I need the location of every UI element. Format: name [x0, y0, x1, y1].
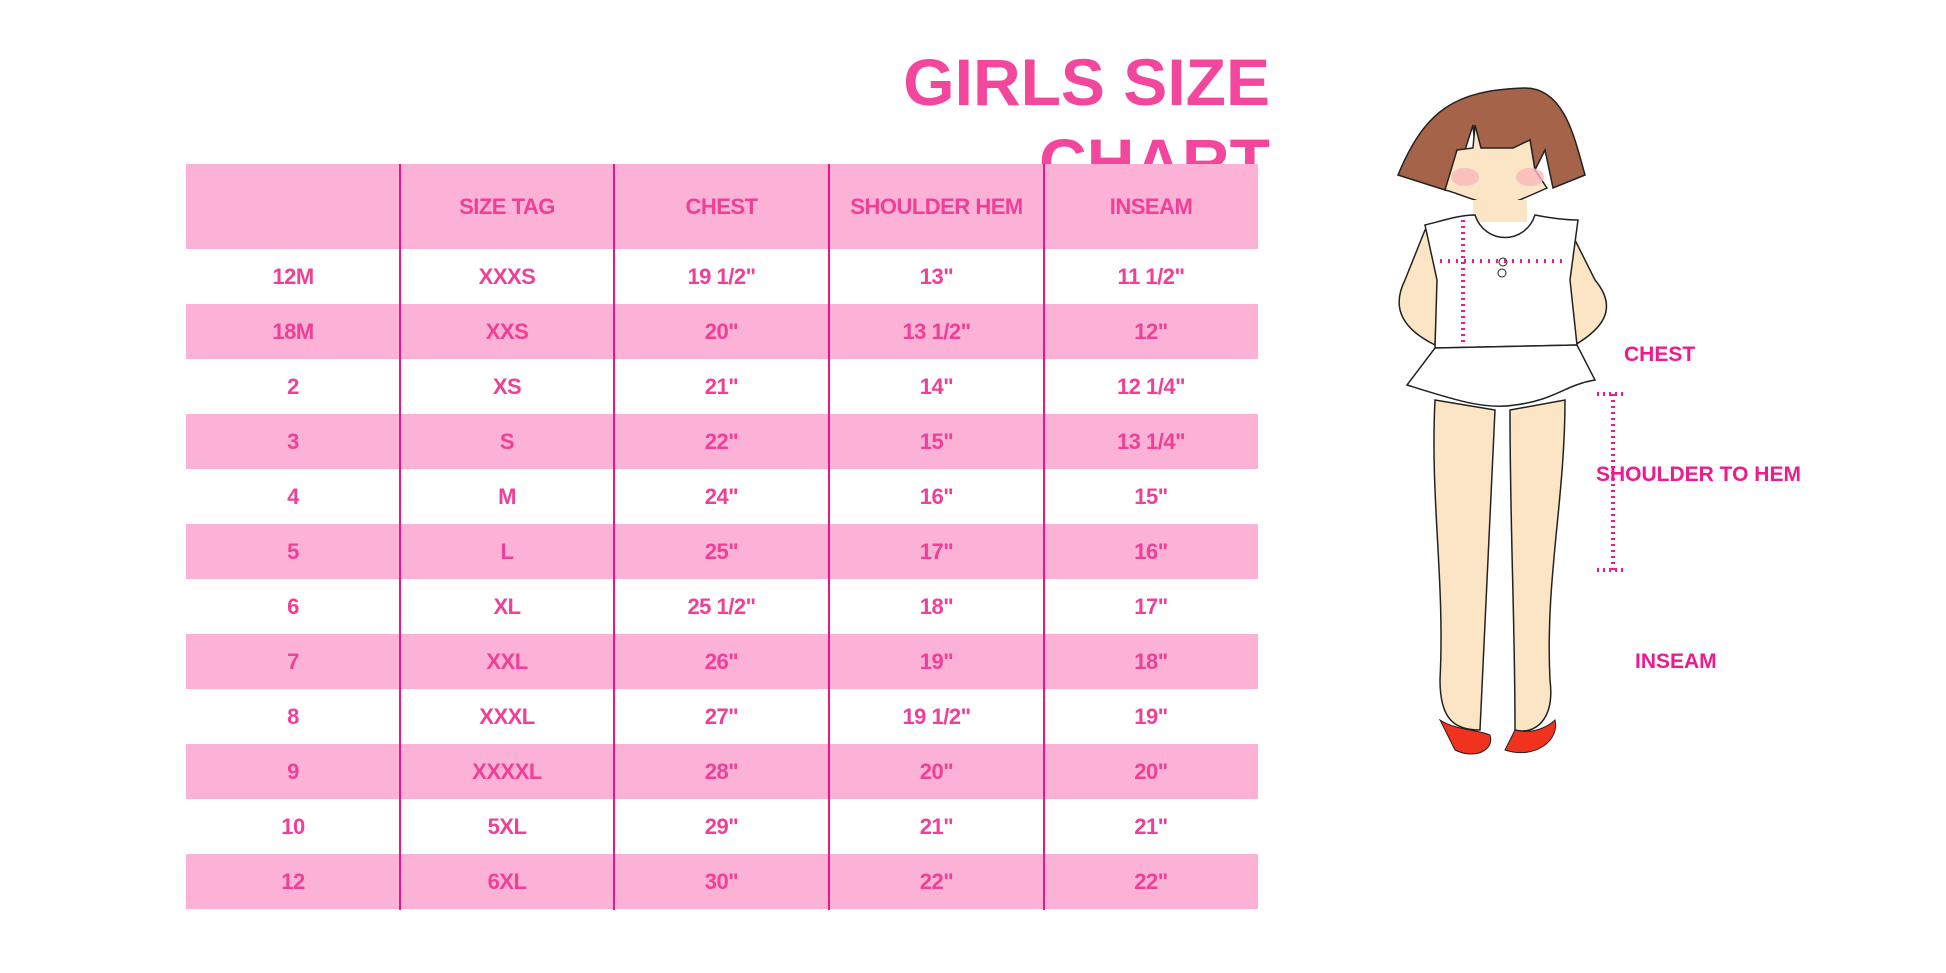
shoulder-to-hem-label: SHOULDER TO HEM [1596, 463, 1801, 486]
table-cell: 8 [287, 703, 299, 729]
header-cell: SHOULDER HEM [850, 193, 1023, 219]
table-cell: 18M [272, 318, 314, 344]
table-cell: 5XL [487, 813, 527, 839]
table-cell: 20" [704, 318, 739, 344]
header-row: SIZE TAG CHEST SHOULDER HEM INSEAM [186, 164, 1258, 249]
table-cell: 18" [1134, 648, 1168, 674]
table-cell: XS [492, 373, 522, 399]
table-cell: 4 [287, 483, 299, 509]
table-cell: 12 [281, 868, 305, 894]
chest-label: CHEST [1624, 343, 1696, 366]
table-cell: 17" [1134, 593, 1168, 619]
table-cell: 12M [272, 263, 314, 289]
table-cell: 19 1/2" [902, 703, 971, 729]
table-cell: 12" [1134, 318, 1168, 344]
table-cell: XXXS [478, 263, 536, 289]
inseam-label: INSEAM [1635, 650, 1717, 673]
table-cell: 26" [704, 648, 739, 674]
table-row: 12 6XL 30" 22" 22" [186, 854, 1258, 909]
table-cell: 6XL [487, 868, 527, 894]
girl-measurement-illustration [1396, 87, 1623, 755]
table-cell: 21" [704, 373, 739, 399]
page-title: GIRLS SIZE CHART [903, 45, 1270, 199]
shirt [1424, 214, 1579, 349]
table-cell: 22" [919, 868, 954, 894]
table-row: 6 XL 25 1/2" 18" 17" [186, 579, 1258, 634]
column-divider [828, 164, 830, 910]
table-cell: 11 1/2" [1117, 263, 1185, 289]
table-cell: XXXXL [472, 758, 542, 784]
table-cell: 3 [287, 428, 299, 454]
table-cell: XXXL [479, 703, 535, 729]
table-cell: 20" [919, 758, 954, 784]
column-divider [1043, 164, 1045, 910]
table-cell: 15" [1134, 483, 1168, 509]
table-cell: 22" [704, 428, 739, 454]
table-cell: L [500, 538, 514, 564]
table-row: 5 L 25" 17" 16" [186, 524, 1258, 579]
table-cell: 14" [919, 373, 954, 399]
table-cell: 24" [704, 483, 739, 509]
table-cell: 2 [287, 373, 299, 399]
table-row: 12M XXXS 19 1/2" 13" 11 1/2" [186, 249, 1258, 304]
table-cell: 19 1/2" [687, 263, 756, 289]
table-cell: 5 [287, 538, 299, 564]
table-cell: 21" [919, 813, 954, 839]
table-row: 18M XXS 20" 13 1/2" 12" [186, 304, 1258, 359]
table-cell: 22" [1134, 868, 1168, 894]
column-divider [399, 164, 401, 910]
table-cell: 30" [704, 868, 739, 894]
table-row: 4 M 24" 16" 15" [186, 469, 1258, 524]
table-cell: 28" [704, 758, 739, 784]
table-cell: 15" [919, 428, 954, 454]
table-cell: 13" [919, 263, 954, 289]
table-row: 9 XXXXL 28" 20" 20" [186, 744, 1258, 799]
header-cell: SIZE TAG [459, 193, 555, 219]
table-cell: 25" [704, 538, 739, 564]
header-cell: CHEST [685, 193, 758, 219]
table-cell: M [498, 483, 516, 509]
table-cell: 16" [1134, 538, 1168, 564]
table-cell: 25 1/2" [687, 593, 756, 619]
table-cell: 13 1/2" [902, 318, 971, 344]
table-cell: 10 [281, 813, 305, 839]
table-cell: 7 [287, 648, 299, 674]
table-cell: 27" [704, 703, 739, 729]
table-row: 7 XXL 26" 19" 18" [186, 634, 1258, 689]
table-cell: 17" [919, 538, 954, 564]
table-row: 10 5XL 29" 21" 21" [186, 799, 1258, 854]
table-cell: 19" [1134, 703, 1168, 729]
table-cell: XXS [485, 318, 529, 344]
header-cell: INSEAM [1109, 193, 1193, 219]
column-divider [613, 164, 615, 910]
table-cell: 12 1/4" [1116, 373, 1186, 399]
table-row: 2 XS 21" 14" 12 1/4" [186, 359, 1258, 414]
table-cell: 20" [1134, 758, 1168, 784]
table-row: 3 S 22" 15" 13 1/4" [186, 414, 1258, 469]
table-cell: XXL [486, 648, 528, 674]
size-table: SIZE TAG CHEST SHOULDER HEM INSEAM 12M XXXS 19… [186, 164, 1258, 909]
table-cell: 21" [1134, 813, 1168, 839]
table-cell: 18" [919, 593, 954, 619]
table-cell: 6 [287, 593, 299, 619]
table-cell: XL [493, 593, 521, 619]
table-cell: 16" [919, 483, 954, 509]
table-cell: 13 1/4" [1116, 428, 1186, 454]
table-row: 8 XXXL 27" 19 1/2" 19" [186, 689, 1258, 744]
table-cell: 9 [287, 758, 299, 784]
table-cell: S [499, 428, 515, 454]
table-cell: 29" [704, 813, 739, 839]
table-cell: 19" [919, 648, 954, 674]
